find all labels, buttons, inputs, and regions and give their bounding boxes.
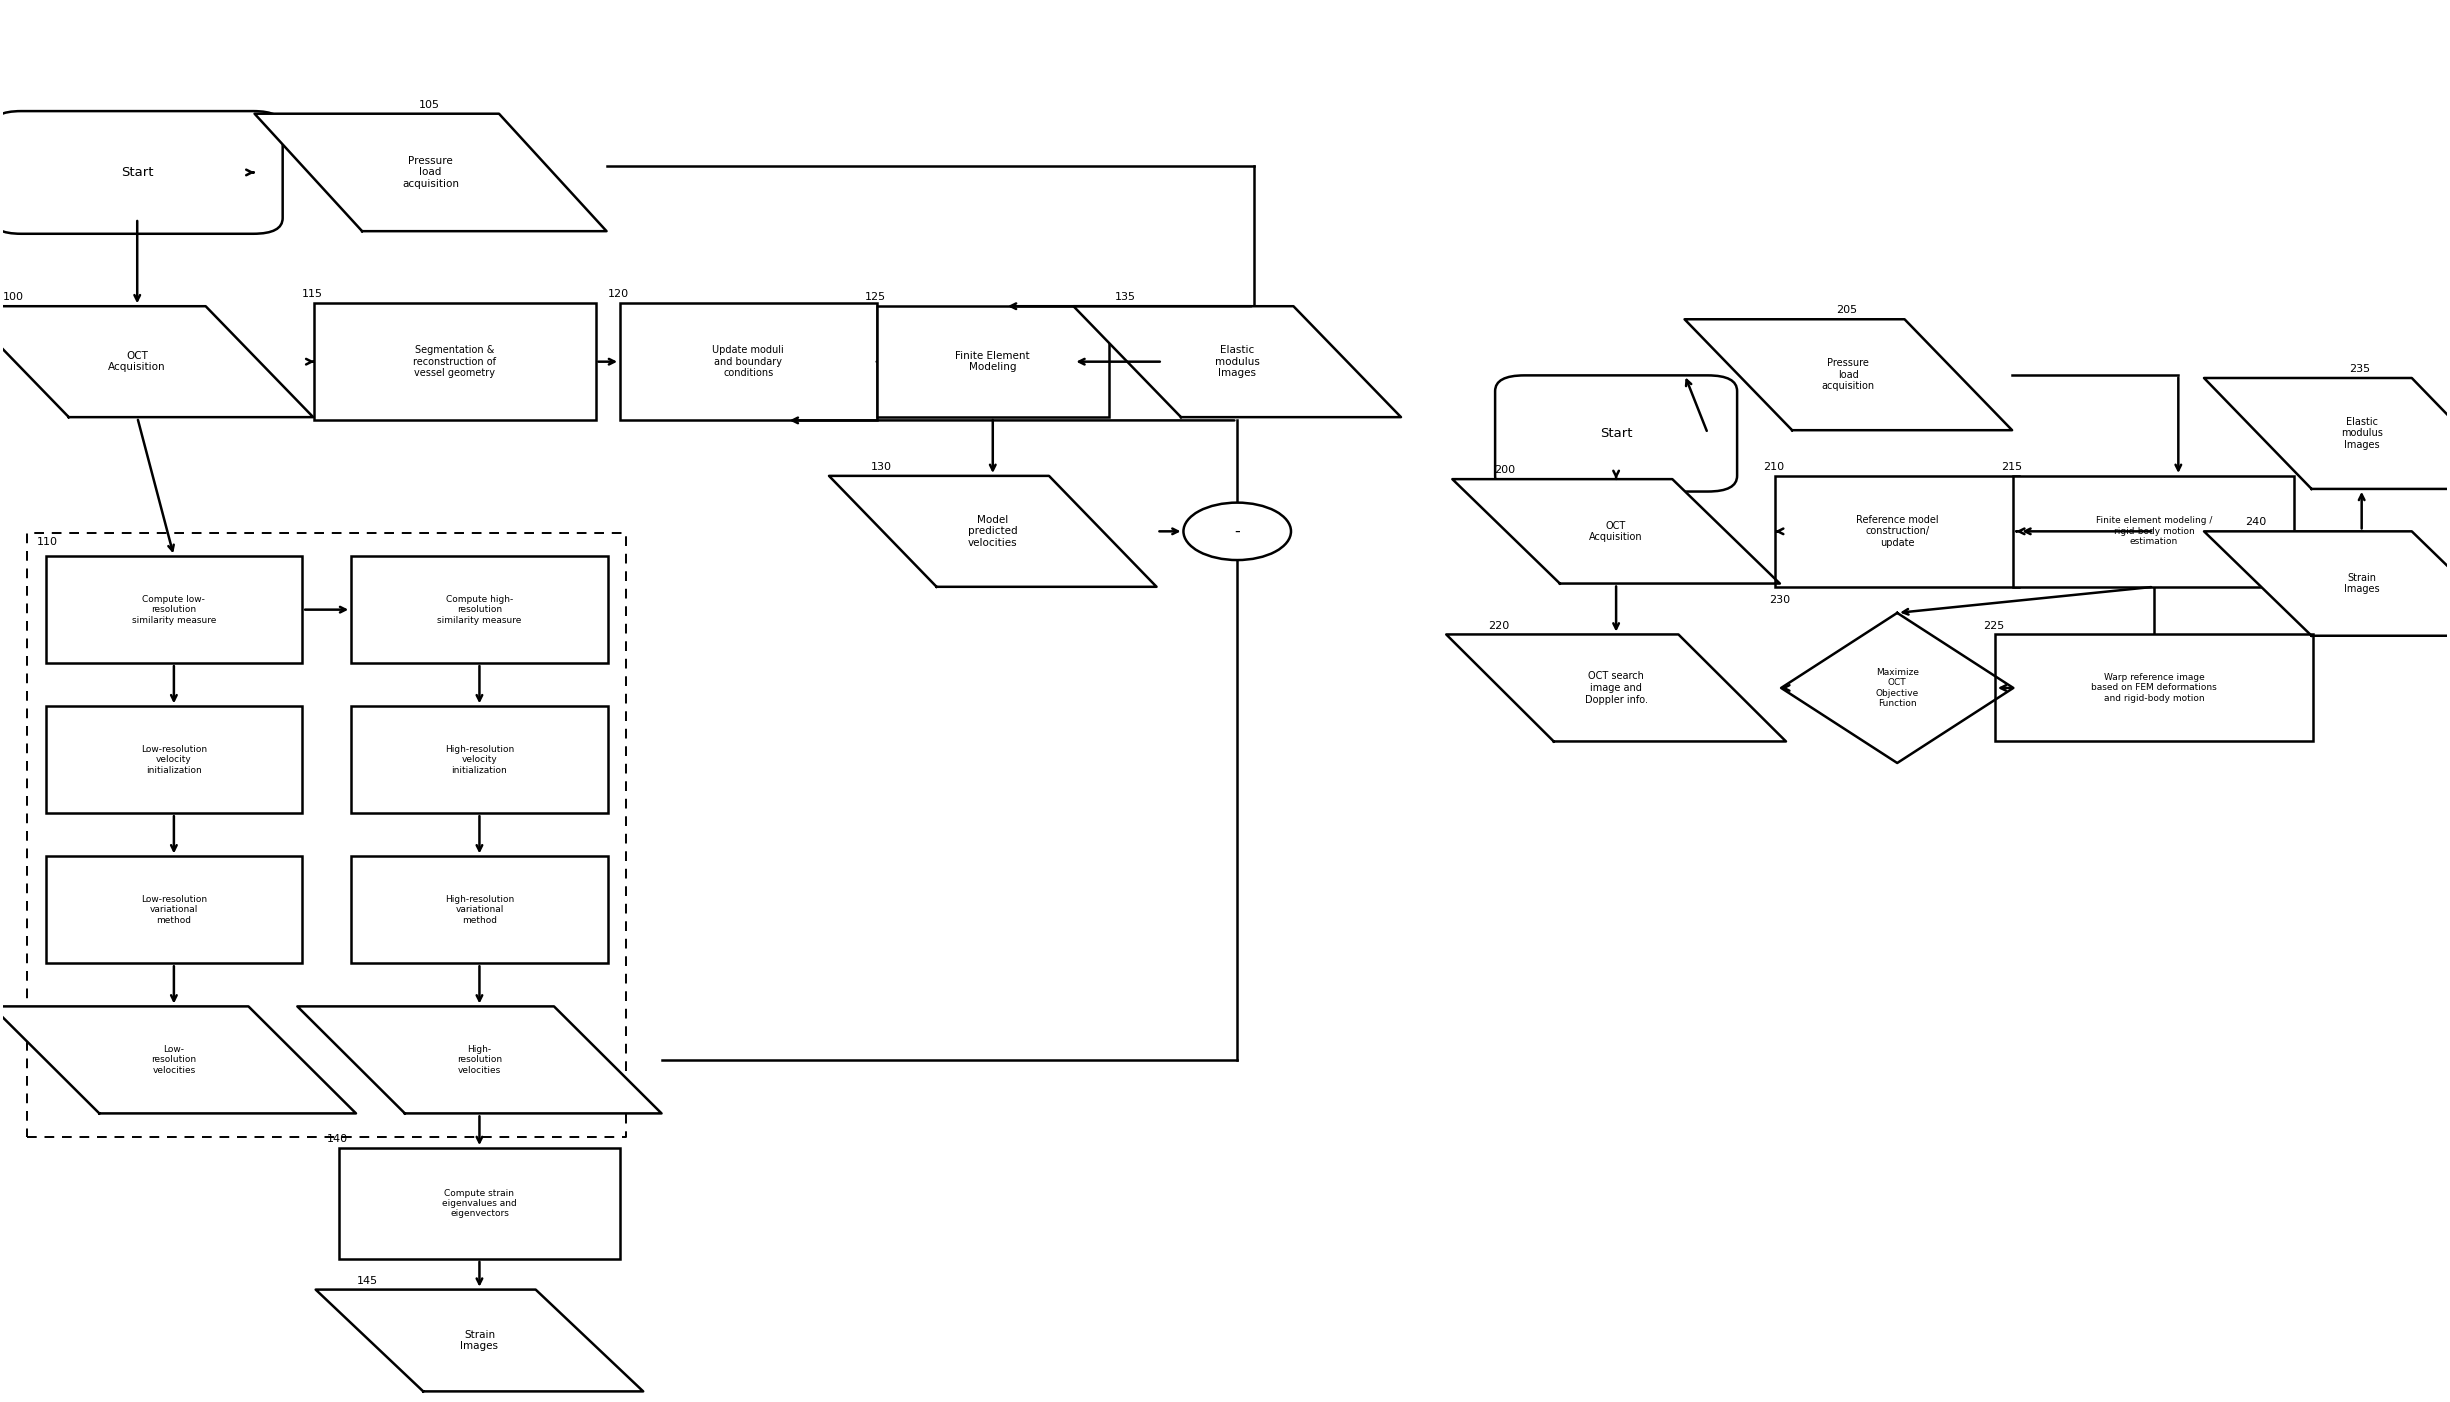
- Polygon shape: [1073, 306, 1401, 418]
- Text: Elastic
modulus
Images: Elastic modulus Images: [1215, 345, 1259, 379]
- Bar: [350, 557, 608, 663]
- Text: 230: 230: [1769, 594, 1791, 606]
- Polygon shape: [255, 114, 608, 231]
- Text: Strain
Images: Strain Images: [461, 1329, 497, 1352]
- Text: High-resolution
variational
method: High-resolution variational method: [446, 894, 514, 925]
- Text: Strain
Images: Strain Images: [2345, 573, 2379, 594]
- Text: Warp reference image
based on FEM deformations
and rigid-body motion: Warp reference image based on FEM deform…: [2090, 673, 2217, 702]
- Text: 140: 140: [326, 1134, 348, 1144]
- FancyBboxPatch shape: [0, 111, 282, 234]
- Text: OCT
Acquisition: OCT Acquisition: [1590, 520, 1644, 543]
- Bar: [1994, 635, 2313, 742]
- Polygon shape: [2205, 379, 2450, 489]
- Bar: [1774, 475, 2019, 587]
- Polygon shape: [1686, 320, 2011, 430]
- Text: 135: 135: [1115, 292, 1137, 303]
- Text: 220: 220: [1487, 621, 1509, 631]
- Polygon shape: [1453, 479, 1779, 583]
- Text: Low-resolution
velocity
initialization: Low-resolution velocity initialization: [140, 744, 206, 775]
- Text: Finite element modeling /
rigid-body motion
estimation: Finite element modeling / rigid-body mot…: [2095, 516, 2212, 547]
- Bar: [620, 303, 877, 421]
- FancyBboxPatch shape: [1494, 376, 1737, 492]
- Text: Finite Element
Modeling: Finite Element Modeling: [956, 350, 1029, 373]
- Polygon shape: [828, 475, 1156, 587]
- Polygon shape: [0, 306, 314, 418]
- Text: 210: 210: [1764, 461, 1784, 472]
- Text: Start: Start: [120, 165, 154, 179]
- Polygon shape: [1781, 613, 2014, 763]
- Polygon shape: [296, 1007, 662, 1113]
- Text: 105: 105: [419, 100, 439, 109]
- Text: 130: 130: [870, 461, 892, 472]
- Text: Compute strain
eigenvalues and
eigenvectors: Compute strain eigenvalues and eigenvect…: [441, 1189, 517, 1218]
- Text: 125: 125: [865, 292, 884, 303]
- Polygon shape: [316, 1290, 644, 1391]
- Text: Segmentation &
reconstruction of
vessel geometry: Segmentation & reconstruction of vessel …: [414, 345, 497, 379]
- Bar: [350, 857, 608, 963]
- Text: Start: Start: [1600, 428, 1632, 440]
- Bar: [350, 707, 608, 813]
- Text: 120: 120: [608, 289, 630, 299]
- Bar: [47, 857, 301, 963]
- Text: 205: 205: [1835, 306, 1857, 315]
- Text: Maximize
OCT
Objective
Function: Maximize OCT Objective Function: [1877, 667, 1918, 708]
- Text: High-resolution
velocity
initialization: High-resolution velocity initialization: [446, 744, 514, 775]
- Bar: [47, 707, 301, 813]
- Text: OCT search
image and
Doppler info.: OCT search image and Doppler info.: [1585, 672, 1646, 705]
- Text: -: -: [1235, 524, 1240, 538]
- Bar: [877, 306, 1110, 418]
- Text: 115: 115: [301, 289, 323, 299]
- Text: Compute low-
resolution
similarity measure: Compute low- resolution similarity measu…: [132, 594, 216, 624]
- Text: Update moduli
and boundary
conditions: Update moduli and boundary conditions: [713, 345, 784, 379]
- Text: 225: 225: [1982, 621, 2004, 631]
- Text: Compute high-
resolution
similarity measure: Compute high- resolution similarity meas…: [436, 594, 522, 624]
- Circle shape: [1183, 503, 1291, 559]
- Text: 100: 100: [2, 292, 25, 303]
- Text: High-
resolution
velocities: High- resolution velocities: [456, 1044, 502, 1075]
- Text: Pressure
load
acquisition: Pressure load acquisition: [1823, 358, 1874, 391]
- Bar: [47, 557, 301, 663]
- Text: Model
predicted
velocities: Model predicted velocities: [968, 515, 1017, 548]
- Text: Low-
resolution
velocities: Low- resolution velocities: [152, 1044, 196, 1075]
- Text: Pressure
load
acquisition: Pressure load acquisition: [402, 156, 458, 189]
- Text: 145: 145: [358, 1276, 377, 1286]
- Text: 240: 240: [2247, 517, 2266, 527]
- Text: Reference model
construction/
update: Reference model construction/ update: [1857, 515, 1938, 548]
- Bar: [314, 303, 595, 421]
- Text: Low-resolution
variational
method: Low-resolution variational method: [140, 894, 206, 925]
- Text: 200: 200: [1494, 465, 1514, 475]
- Text: OCT
Acquisition: OCT Acquisition: [108, 350, 167, 373]
- Polygon shape: [1446, 635, 1786, 742]
- Text: 215: 215: [2002, 461, 2021, 472]
- Bar: [338, 1148, 620, 1259]
- Text: 110: 110: [37, 537, 59, 547]
- Polygon shape: [2205, 531, 2450, 635]
- Bar: [2014, 475, 2296, 587]
- Polygon shape: [0, 1007, 355, 1113]
- Text: Elastic
modulus
Images: Elastic modulus Images: [2340, 416, 2381, 450]
- Text: 235: 235: [2350, 365, 2372, 374]
